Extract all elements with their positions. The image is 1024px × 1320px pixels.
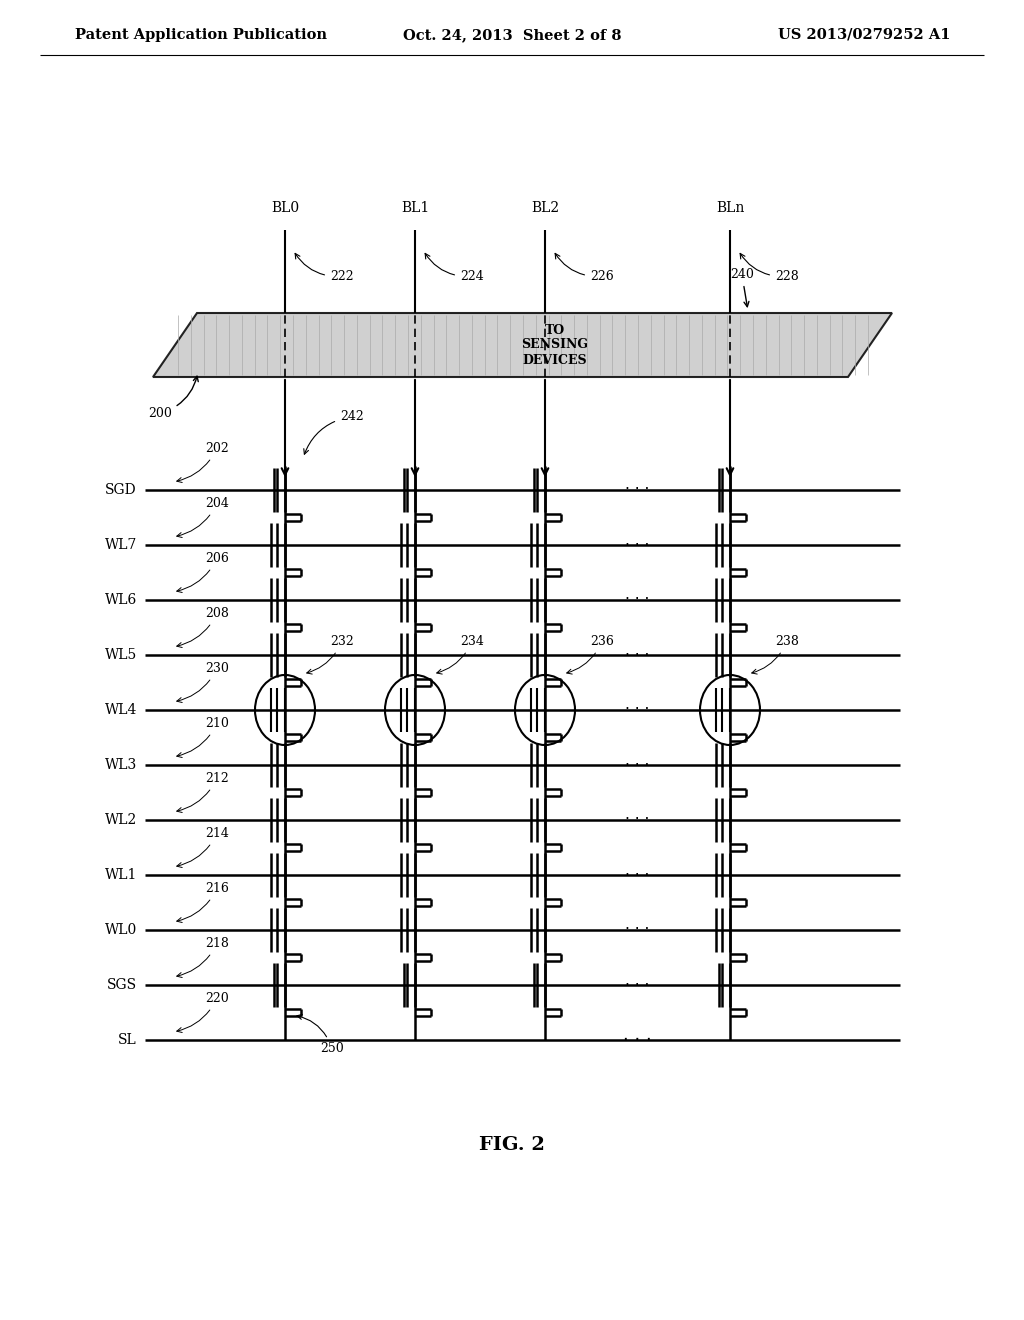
Text: 236: 236 bbox=[566, 635, 613, 675]
Text: Patent Application Publication: Patent Application Publication bbox=[75, 28, 327, 42]
Text: 218: 218 bbox=[177, 937, 229, 978]
Text: · · ·: · · · bbox=[624, 1031, 652, 1049]
Text: SGD: SGD bbox=[105, 483, 137, 498]
Text: WL7: WL7 bbox=[104, 539, 137, 552]
Text: WL6: WL6 bbox=[104, 593, 137, 607]
Text: 206: 206 bbox=[177, 552, 229, 593]
Text: 250: 250 bbox=[297, 1014, 344, 1055]
Text: BL2: BL2 bbox=[530, 201, 559, 215]
Text: 232: 232 bbox=[307, 635, 353, 675]
Text: WL5: WL5 bbox=[104, 648, 137, 663]
Text: 222: 222 bbox=[295, 253, 353, 282]
Text: · · ·: · · · bbox=[626, 648, 649, 663]
Text: 216: 216 bbox=[177, 882, 229, 923]
Text: · · ·: · · · bbox=[626, 813, 649, 828]
Text: SGS: SGS bbox=[106, 978, 137, 993]
Text: FIG. 2: FIG. 2 bbox=[479, 1137, 545, 1154]
Text: WL4: WL4 bbox=[104, 704, 137, 717]
Text: WL2: WL2 bbox=[104, 813, 137, 828]
Text: · · ·: · · · bbox=[626, 702, 649, 718]
Text: 242: 242 bbox=[304, 411, 364, 454]
Text: 202: 202 bbox=[177, 442, 228, 483]
Text: US 2013/0279252 A1: US 2013/0279252 A1 bbox=[777, 28, 950, 42]
Text: · · ·: · · · bbox=[626, 593, 649, 607]
Text: · · ·: · · · bbox=[626, 923, 649, 937]
Text: 240: 240 bbox=[730, 268, 754, 306]
Polygon shape bbox=[153, 313, 892, 378]
Text: 224: 224 bbox=[425, 253, 483, 282]
Text: WL3: WL3 bbox=[104, 758, 137, 772]
Text: 208: 208 bbox=[177, 607, 229, 648]
Text: 210: 210 bbox=[177, 717, 229, 758]
Text: 204: 204 bbox=[177, 498, 229, 537]
Text: 220: 220 bbox=[177, 993, 228, 1032]
Text: 230: 230 bbox=[177, 663, 229, 702]
Text: BL0: BL0 bbox=[271, 201, 299, 215]
Text: 200: 200 bbox=[148, 376, 199, 420]
Text: · · ·: · · · bbox=[626, 758, 649, 772]
Text: BLn: BLn bbox=[716, 201, 744, 215]
Text: · · ·: · · · bbox=[626, 978, 649, 993]
Text: SL: SL bbox=[118, 1034, 137, 1047]
Text: WL1: WL1 bbox=[104, 869, 137, 882]
Text: WL0: WL0 bbox=[104, 923, 137, 937]
Text: 212: 212 bbox=[177, 772, 228, 813]
Text: TO
SENSING
DEVICES: TO SENSING DEVICES bbox=[521, 323, 589, 367]
Text: 214: 214 bbox=[177, 828, 229, 867]
Text: BL1: BL1 bbox=[400, 201, 429, 215]
Text: 238: 238 bbox=[752, 635, 799, 675]
Text: 228: 228 bbox=[740, 253, 799, 282]
Text: · · ·: · · · bbox=[626, 483, 649, 498]
Text: Oct. 24, 2013  Sheet 2 of 8: Oct. 24, 2013 Sheet 2 of 8 bbox=[402, 28, 622, 42]
Text: 234: 234 bbox=[436, 635, 484, 675]
Text: · · ·: · · · bbox=[626, 867, 649, 883]
Text: · · ·: · · · bbox=[626, 537, 649, 553]
Text: 226: 226 bbox=[555, 253, 613, 282]
